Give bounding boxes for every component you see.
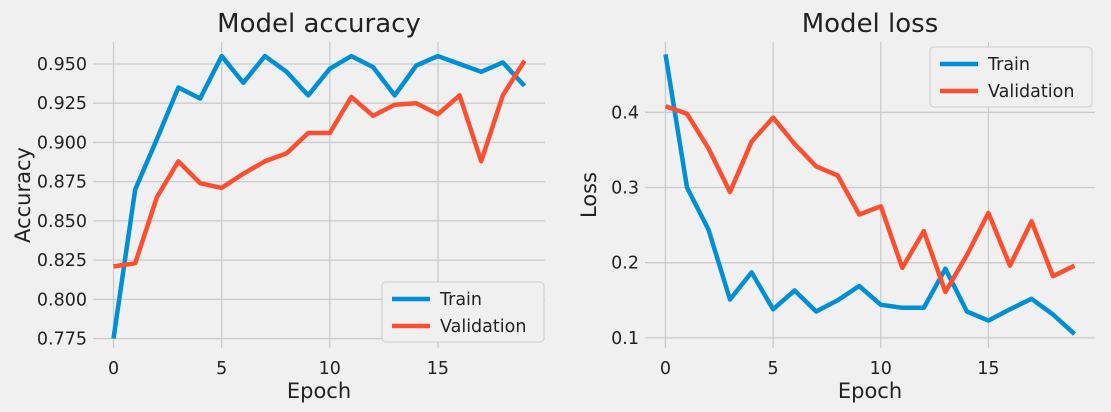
accuracy-x-tick-label: 10: [319, 359, 341, 379]
loss-series-line-train: [663, 54, 1077, 336]
loss-x-tick-label: 0: [660, 359, 671, 379]
loss-chart: 0 5 10 15 0.1 0.2 0.3 0.4 Model loss Epoch Loss…: [577, 9, 1095, 403]
accuracy-y-tick-label: 0.775: [37, 330, 87, 350]
loss-x-tick-label: 5: [768, 359, 779, 379]
loss-legend-label-validation: Validation: [988, 82, 1074, 102]
accuracy-y-axis-label: Accuracy: [11, 147, 35, 243]
loss-series-line-validation: [664, 104, 1076, 295]
loss-y-tick-label: 0.4: [611, 103, 639, 123]
accuracy-chart-title: Model accuracy: [217, 9, 421, 39]
accuracy-series: [111, 53, 527, 339]
loss-y-axis-label: Loss: [577, 172, 601, 218]
accuracy-legend-label-validation: Validation: [440, 317, 526, 337]
accuracy-series-line-train: [111, 53, 527, 339]
loss-x-tick-label: 15: [977, 359, 999, 379]
accuracy-y-tick-label: 0.825: [37, 251, 87, 271]
accuracy-y-tick-label: 0.925: [37, 94, 87, 114]
accuracy-ticks: 0 5 10 15 0.775 0.800 0.825 0.850 0.875 0.900 0.92…: [37, 55, 449, 379]
accuracy-x-tick-label: 0: [108, 359, 119, 379]
loss-x-tick-label: 10: [870, 359, 892, 379]
loss-ticks: 0 5 10 15 0.1 0.2 0.3 0.4: [611, 103, 999, 379]
loss-legend: Train Validation: [929, 46, 1093, 108]
loss-series: [663, 54, 1077, 336]
accuracy-y-tick-label: 0.875: [37, 173, 87, 193]
accuracy-series-line-validation: [113, 59, 527, 269]
accuracy-chart: 0 5 10 15 0.775 0.800 0.825 0.850 0.875 0.900 0.92…: [11, 9, 545, 403]
accuracy-y-tick-label: 0.950: [37, 55, 87, 75]
accuracy-legend-label-train: Train: [439, 290, 482, 310]
accuracy-y-tick-label: 0.800: [37, 290, 87, 310]
accuracy-y-tick-label: 0.900: [37, 133, 87, 153]
accuracy-legend: Train Validation: [381, 281, 545, 343]
accuracy-x-axis-label: Epoch: [287, 379, 351, 403]
loss-y-tick-label: 0.2: [611, 254, 639, 274]
loss-y-tick-label: 0.1: [611, 329, 639, 349]
loss-chart-title: Model loss: [802, 9, 939, 39]
accuracy-x-tick-label: 5: [216, 359, 227, 379]
loss-y-tick-label: 0.3: [611, 178, 639, 198]
loss-x-axis-label: Epoch: [838, 379, 902, 403]
accuracy-y-tick-label: 0.850: [37, 212, 87, 232]
accuracy-x-tick-label: 15: [427, 359, 449, 379]
loss-legend-label-train: Train: [987, 55, 1030, 75]
